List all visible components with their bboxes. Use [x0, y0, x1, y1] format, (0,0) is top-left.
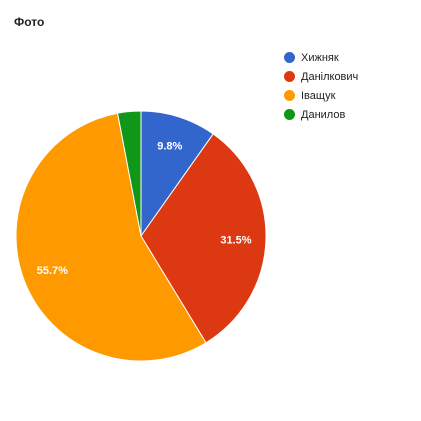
legend-item[interactable]: Данілкович — [284, 67, 358, 86]
slice-labels: 9.8% 31.5% 55.7% — [37, 140, 252, 277]
pie-slice[interactable] — [140, 110, 214, 238]
pie-slices — [15, 110, 267, 362]
legend-swatch-icon — [284, 109, 295, 120]
legend-item[interactable]: Іващук — [284, 86, 358, 105]
legend-swatch-icon — [284, 90, 295, 101]
legend-label: Данилов — [301, 108, 346, 121]
pie-slice[interactable] — [15, 112, 207, 362]
legend: Хижняк Данілкович Іващук Данилов — [284, 48, 358, 124]
pie-slice[interactable] — [116, 110, 142, 237]
chart-title: Фото — [14, 15, 45, 29]
slice-data-label: 31.5% — [220, 234, 251, 246]
legend-swatch-icon — [284, 52, 295, 63]
legend-swatch-icon — [284, 71, 295, 82]
legend-item[interactable]: Данилов — [284, 105, 358, 124]
legend-label: Данілкович — [301, 70, 359, 83]
legend-label: Іващук — [301, 89, 336, 102]
slice-data-label: 9.8% — [157, 140, 182, 152]
legend-item[interactable]: Хижняк — [284, 48, 358, 67]
legend-label: Хижняк — [301, 51, 339, 64]
slice-data-label: 55.7% — [37, 265, 68, 277]
pie-slice[interactable] — [140, 133, 267, 344]
